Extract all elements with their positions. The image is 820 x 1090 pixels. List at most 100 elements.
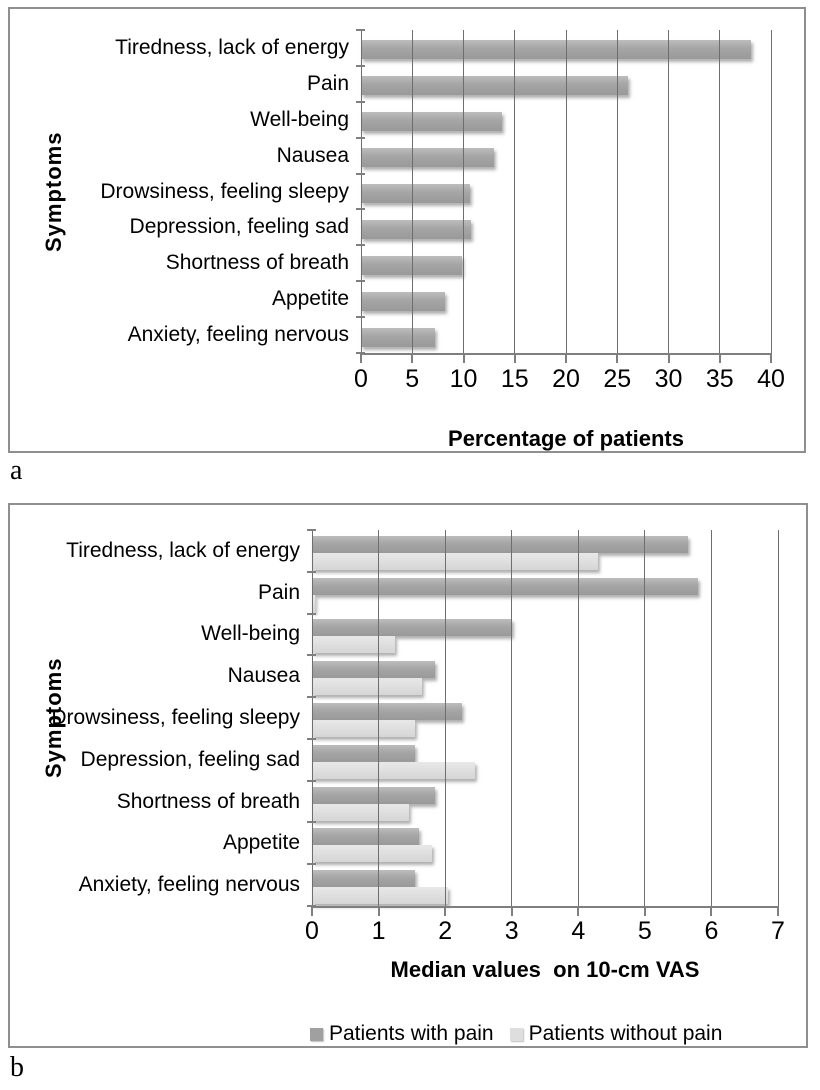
y-axis-tick-mark bbox=[307, 612, 316, 615]
gridline bbox=[463, 30, 464, 353]
x-axis-tick-mark bbox=[565, 355, 567, 363]
legend-item-patients-with-pain: Patients with pain bbox=[310, 1022, 494, 1046]
category-label: Depression, feeling sad bbox=[80, 747, 300, 771]
x-axis-tick-label: 30 bbox=[654, 365, 683, 393]
x-axis-tick-mark bbox=[311, 908, 313, 916]
y-axis-tick-mark bbox=[356, 172, 365, 175]
y-axis-tick-mark bbox=[356, 64, 365, 67]
category-label: Tiredness, lack of energy bbox=[115, 35, 349, 59]
category-label: Drowsiness, feeling sleepy bbox=[51, 706, 300, 730]
bar-a-6 bbox=[361, 255, 463, 275]
x-axis-tick-mark bbox=[718, 355, 721, 363]
x-axis-tick-mark bbox=[577, 908, 580, 916]
y-axis-tick-mark bbox=[356, 29, 365, 31]
bar-a-4 bbox=[361, 184, 470, 203]
gridline bbox=[710, 530, 712, 906]
y-axis-tick-mark bbox=[356, 244, 365, 247]
bar-a-8 bbox=[361, 327, 435, 347]
bar-b-series0-0 bbox=[312, 535, 689, 553]
x-axis-tick-label: 1 bbox=[371, 917, 386, 945]
bar-b-series1-2 bbox=[312, 636, 396, 654]
chart-b-legend: Patients with pain Patients without pain bbox=[310, 1022, 722, 1046]
gridline bbox=[378, 530, 380, 906]
x-axis-tick-mark bbox=[777, 908, 779, 916]
y-axis-tick-mark bbox=[356, 100, 365, 103]
bar-b-series1-7 bbox=[312, 845, 432, 863]
y-axis-tick-mark bbox=[307, 696, 316, 699]
chart-b-category-labels: Tiredness, lack of energy Pain Well-being N… bbox=[45, 530, 300, 906]
category-label: Pain bbox=[306, 71, 349, 95]
x-axis-tick-mark bbox=[444, 908, 447, 916]
x-axis-tick-mark bbox=[513, 355, 516, 363]
legend-label-with-pain: Patients with pain bbox=[329, 1022, 494, 1045]
category-label: Depression, feeling sad bbox=[129, 215, 349, 239]
x-axis-line bbox=[360, 353, 772, 355]
bar-a-1 bbox=[361, 76, 628, 96]
x-axis-tick-label: 7 bbox=[771, 917, 785, 945]
x-axis-tick-mark bbox=[411, 355, 414, 363]
gridline bbox=[444, 530, 446, 906]
bar-b-series0-2 bbox=[312, 619, 512, 637]
bar-b-series0-6 bbox=[312, 786, 436, 804]
y-axis-tick-mark bbox=[307, 654, 316, 657]
x-axis-tick-label: 2 bbox=[438, 917, 453, 945]
x-axis-tick-label: 3 bbox=[504, 917, 519, 945]
x-axis-tick-label: 10 bbox=[449, 365, 478, 393]
category-label: Appetite bbox=[222, 831, 300, 855]
x-axis-tick-label: 15 bbox=[500, 365, 529, 393]
legend-swatch-with-pain-icon bbox=[310, 1027, 323, 1041]
y-axis-tick-mark bbox=[356, 280, 365, 283]
chart-b-plot-area: 0 1 2 3 4 5 6 7 bbox=[305, 529, 785, 944]
gridline bbox=[511, 530, 513, 906]
bar-b-series1-1 bbox=[312, 594, 316, 612]
category-label: Well-being bbox=[250, 107, 349, 131]
bar-b-series0-4 bbox=[312, 703, 462, 720]
bar-b-series1-6 bbox=[312, 803, 409, 821]
bar-b-series0-5 bbox=[312, 744, 416, 762]
x-axis-tick-mark bbox=[667, 355, 670, 363]
y-axis-tick-mark bbox=[356, 136, 365, 139]
x-axis-tick-label: 5 bbox=[637, 917, 652, 945]
x-axis-line bbox=[311, 906, 779, 908]
y-axis-tick-mark bbox=[307, 570, 316, 573]
category-label: Anxiety, feeling nervous bbox=[78, 873, 300, 897]
category-label: Well-being bbox=[201, 622, 300, 646]
bar-b-series1-4 bbox=[312, 720, 416, 737]
bar-b-series0-7 bbox=[312, 828, 419, 846]
x-axis-tick-mark bbox=[462, 355, 465, 363]
chart-panel-b: Symptoms Tiredness, lack of energy Pain We… bbox=[8, 503, 808, 1048]
x-axis-tick-label: 6 bbox=[704, 917, 719, 945]
y-axis-tick-mark bbox=[307, 779, 316, 782]
category-label: Nausea bbox=[276, 143, 349, 167]
category-label: Appetite bbox=[271, 287, 349, 311]
bar-b-series1-3 bbox=[312, 678, 422, 696]
chart-a-category-labels: Tiredness, lack of energy Pain Well-being N… bbox=[45, 30, 349, 353]
chart-b-x-axis-title: Median values on 10-cm VAS bbox=[390, 957, 700, 982]
gridline bbox=[565, 30, 567, 353]
gridline bbox=[311, 530, 313, 906]
gridline bbox=[514, 30, 516, 353]
category-label: Drowsiness, feeling sleepy bbox=[100, 179, 349, 203]
bar-b-series0-8 bbox=[312, 870, 416, 888]
x-axis-tick-label: 0 bbox=[305, 917, 319, 945]
x-axis-tick-label: 0 bbox=[354, 365, 368, 393]
x-axis-tick-label: 40 bbox=[757, 365, 785, 393]
bar-b-series0-3 bbox=[312, 661, 436, 679]
x-axis-tick-mark bbox=[377, 908, 380, 916]
bar-b-series0-1 bbox=[312, 577, 699, 595]
x-axis-tick-label: 35 bbox=[705, 365, 734, 393]
x-axis-tick-mark bbox=[360, 355, 362, 363]
y-axis-tick-mark bbox=[307, 529, 316, 531]
chart-a-x-axis-title: Percentage of patients bbox=[448, 426, 684, 451]
y-axis-tick-mark bbox=[307, 821, 316, 824]
legend-swatch-without-pain-icon bbox=[509, 1027, 523, 1041]
y-axis-tick-mark bbox=[356, 208, 365, 211]
chart-panel-a: Symptoms Tiredness, lack of energy Pain We… bbox=[8, 7, 806, 453]
y-axis-tick-mark bbox=[307, 905, 316, 907]
x-axis-tick-label: 4 bbox=[571, 917, 586, 945]
y-axis-tick-mark bbox=[307, 737, 316, 740]
category-label: Pain bbox=[257, 580, 300, 604]
x-axis-tick-mark bbox=[710, 908, 713, 916]
legend-item-patients-without-pain: Patients without pain bbox=[509, 1022, 722, 1046]
bar-b-series1-8 bbox=[312, 887, 449, 905]
